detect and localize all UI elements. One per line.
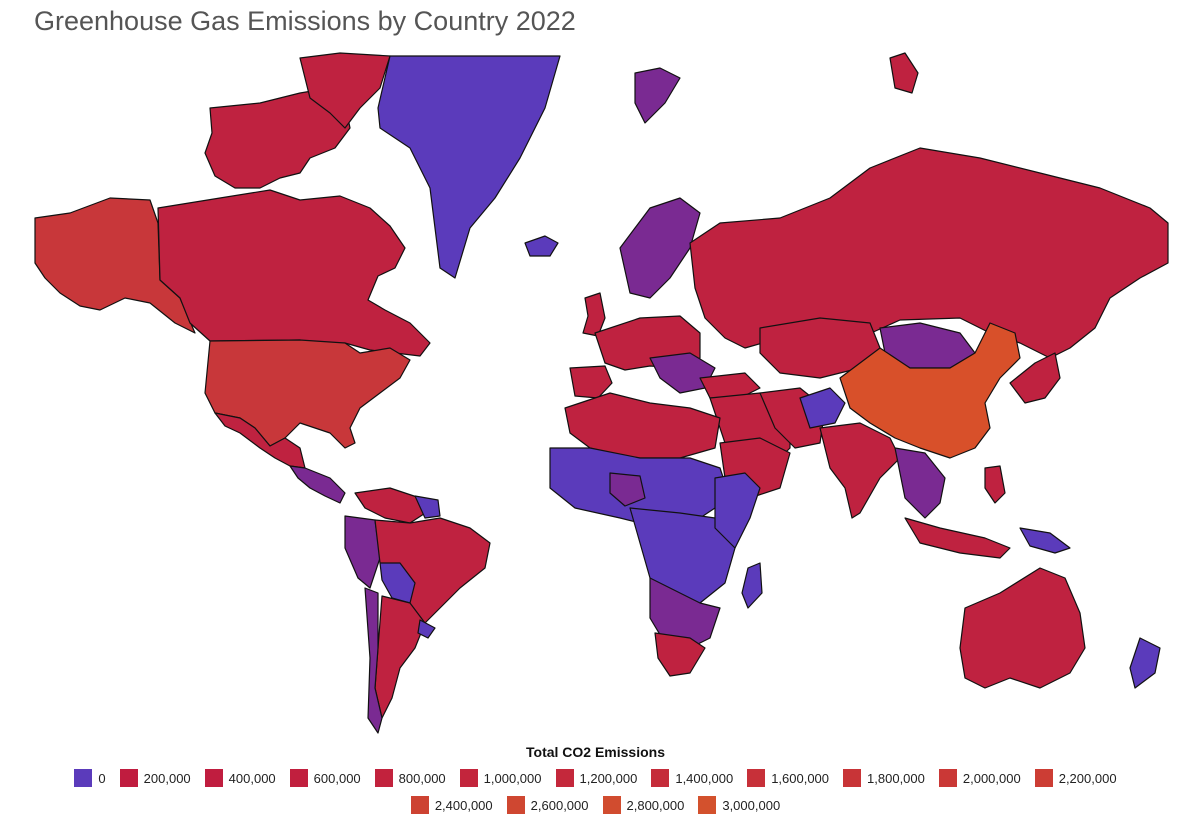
region-usa[interactable]: [204, 339, 411, 449]
legend-swatch: [374, 769, 393, 787]
legend-label: 200,000: [143, 770, 191, 786]
region-india[interactable]: [819, 422, 901, 519]
legend-item[interactable]: 1,000,000: [459, 768, 542, 788]
region-korea-japan[interactable]: [1009, 352, 1061, 404]
region-iberia[interactable]: [569, 365, 613, 399]
legend-item[interactable]: 2,600,000: [506, 795, 589, 815]
region-scandinavia[interactable]: [619, 197, 701, 299]
legend-label: 2,200,000: [1058, 770, 1117, 786]
legend-label: 1,600,000: [771, 770, 830, 786]
region-east-africa[interactable]: [714, 472, 761, 549]
legend-item[interactable]: 200,000: [119, 768, 191, 788]
legend-swatch: [119, 769, 138, 787]
region-russia-islands[interactable]: [889, 52, 919, 94]
region-philippines[interactable]: [984, 465, 1006, 504]
region-north-africa[interactable]: [564, 392, 721, 459]
legend-swatch: [1034, 769, 1053, 787]
legend-label: 1,000,000: [483, 770, 542, 786]
legend-swatch: [506, 796, 525, 814]
legend-item[interactable]: 1,200,000: [555, 768, 638, 788]
legend-label: 2,600,000: [530, 797, 589, 813]
region-canada[interactable]: [157, 189, 431, 357]
region-turkey[interactable]: [699, 372, 761, 399]
legend-item[interactable]: 400,000: [204, 768, 276, 788]
legend-title: Total CO2 Emissions: [526, 744, 665, 760]
region-alaska[interactable]: [34, 197, 196, 334]
legend-label: 2,000,000: [962, 770, 1021, 786]
legend-swatch: [555, 769, 574, 787]
legend-items: 0 200,000 400,000 600,000 800,000 1,000,000 1,…: [56, 768, 1136, 815]
legend-label: 3,000,000: [722, 797, 781, 813]
region-chile[interactable]: [364, 587, 383, 734]
legend-label: 2,400,000: [434, 797, 493, 813]
region-indonesia[interactable]: [904, 517, 1011, 559]
legend-item[interactable]: 600,000: [289, 768, 361, 788]
region-colombia-venezuela[interactable]: [354, 487, 431, 524]
legend-label: 600,000: [313, 770, 361, 786]
legend-item[interactable]: 2,200,000: [1034, 768, 1117, 788]
region-afghanistan[interactable]: [799, 387, 846, 429]
legend-label: 0: [98, 770, 106, 786]
region-greenland[interactable]: [377, 55, 561, 279]
region-iceland[interactable]: [524, 235, 559, 257]
legend: Total CO2 Emissions 0 200,000 400,000 600,0…: [0, 744, 1191, 815]
legend-item[interactable]: 2,400,000: [410, 795, 493, 815]
legend-label: 1,400,000: [675, 770, 734, 786]
region-canada-north[interactable]: [299, 52, 391, 129]
legend-swatch: [459, 769, 478, 787]
legend-swatch: [74, 769, 93, 787]
region-svalbard[interactable]: [634, 67, 681, 124]
legend-item[interactable]: 2,800,000: [602, 795, 685, 815]
legend-label: 1,200,000: [579, 770, 638, 786]
legend-label: 1,800,000: [867, 770, 925, 786]
legend-swatch: [747, 769, 766, 787]
choropleth-map: [34, 52, 1169, 734]
legend-swatch: [410, 796, 429, 814]
legend-label: 2,800,000: [626, 797, 685, 813]
legend-swatch: [938, 769, 957, 787]
region-new-zealand[interactable]: [1129, 637, 1161, 689]
region-madagascar[interactable]: [741, 562, 763, 609]
region-papua[interactable]: [1019, 527, 1071, 554]
region-argentina[interactable]: [374, 595, 426, 719]
region-uk[interactable]: [582, 292, 606, 337]
legend-swatch: [289, 769, 308, 787]
legend-item[interactable]: 1,800,000: [843, 768, 925, 788]
legend-swatch: [602, 796, 621, 814]
region-southern-africa[interactable]: [649, 577, 721, 649]
region-southeast-asia[interactable]: [894, 447, 946, 519]
region-uruguay[interactable]: [417, 619, 436, 639]
map-title: Greenhouse Gas Emissions by Country 2022: [34, 6, 576, 36]
legend-swatch: [843, 769, 862, 787]
legend-label: 400,000: [228, 770, 276, 786]
legend-item[interactable]: 1,400,000: [651, 768, 733, 788]
legend-item[interactable]: 800,000: [374, 768, 446, 788]
legend-swatch: [204, 769, 223, 787]
region-central-america[interactable]: [289, 465, 346, 504]
region-china[interactable]: [839, 322, 1021, 459]
region-south-africa[interactable]: [654, 632, 706, 677]
legend-item[interactable]: 0: [74, 768, 106, 788]
region-nigeria[interactable]: [609, 472, 646, 507]
legend-swatch: [651, 769, 670, 787]
legend-item[interactable]: 1,600,000: [747, 768, 829, 788]
legend-item[interactable]: 3,000,000: [698, 795, 780, 815]
region-australia[interactable]: [959, 567, 1086, 689]
legend-label: 800,000: [398, 770, 446, 786]
legend-swatch: [698, 796, 717, 814]
legend-item[interactable]: 2,000,000: [938, 768, 1021, 788]
region-peru-ecuador[interactable]: [344, 515, 381, 589]
region-guyana[interactable]: [414, 495, 441, 519]
